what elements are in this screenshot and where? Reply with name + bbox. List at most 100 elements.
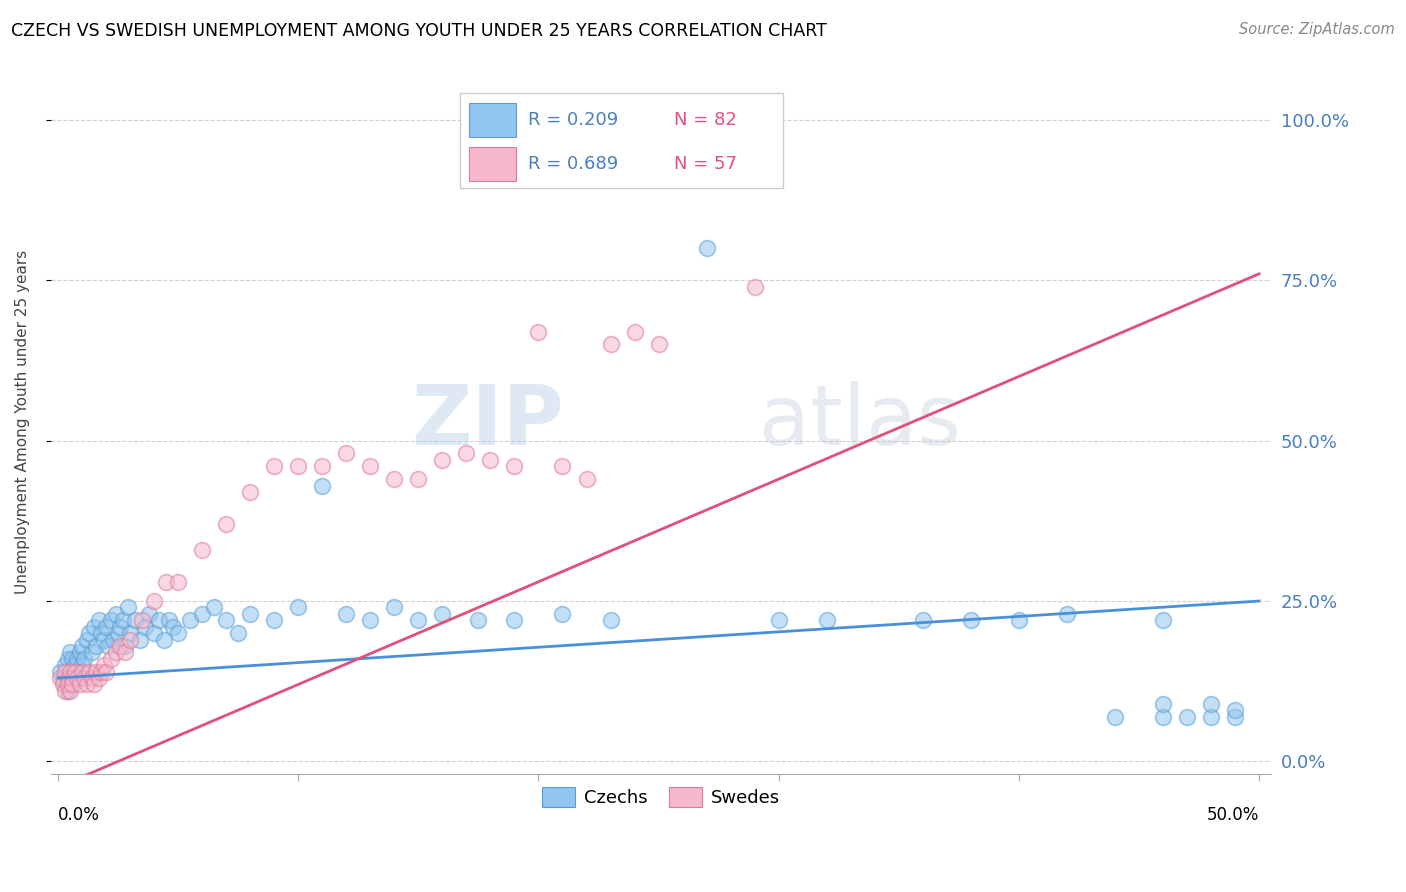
Point (191, 542, 214, 557)
Point (599, 337, 621, 351)
Point (696, 138, 718, 153)
Point (59, 671, 82, 685)
Point (62, 652, 84, 666)
Text: N = 82: N = 82 (675, 111, 737, 129)
Point (467, 613, 489, 627)
Point (134, 620, 156, 634)
Point (720, 126, 742, 140)
Point (53, 665, 76, 679)
Point (100, 613, 122, 627)
Point (263, 459, 285, 474)
Point (66, 671, 89, 685)
Point (87, 671, 110, 685)
Point (73, 652, 96, 666)
Point (107, 626, 129, 640)
Text: 50.0%: 50.0% (1206, 806, 1260, 824)
Point (911, 613, 934, 627)
Point (179, 613, 201, 627)
Point (110, 620, 132, 634)
Point (94, 620, 117, 634)
Point (76, 632, 98, 647)
Point (52, 671, 75, 685)
Point (287, 459, 309, 474)
Point (66, 652, 89, 666)
Point (94, 665, 117, 679)
Point (551, 459, 574, 474)
Y-axis label: Unemployment Among Youth under 25 years: Unemployment Among Youth under 25 years (15, 249, 30, 593)
Point (76, 677, 98, 691)
Point (56, 684, 79, 698)
Point (1008, 613, 1031, 627)
Point (49, 665, 72, 679)
FancyBboxPatch shape (470, 103, 516, 137)
Point (90, 626, 112, 640)
Point (191, 607, 214, 621)
Point (59, 665, 82, 679)
Legend: Czechs, Swedes: Czechs, Swedes (536, 780, 787, 814)
Point (83, 620, 105, 634)
Point (1152, 697, 1174, 711)
Point (66, 665, 89, 679)
Point (87, 613, 110, 627)
Point (575, 472, 598, 486)
Point (1152, 709, 1174, 723)
Point (202, 600, 225, 615)
Point (63, 671, 86, 685)
Point (110, 639, 132, 653)
Point (959, 613, 981, 627)
Point (1152, 613, 1174, 627)
Point (696, 241, 718, 255)
Text: R = 0.689: R = 0.689 (529, 155, 619, 173)
Point (226, 626, 249, 640)
Point (1056, 607, 1078, 621)
Point (143, 626, 166, 640)
Point (599, 613, 621, 627)
Point (90, 665, 112, 679)
Point (83, 677, 105, 691)
Point (671, 126, 693, 140)
Point (157, 613, 180, 627)
Point (456, 446, 478, 460)
Text: atlas: atlas (759, 381, 960, 462)
Point (239, 607, 262, 621)
Point (53, 684, 76, 698)
Point (103, 632, 125, 647)
Point (359, 613, 381, 627)
Point (111, 613, 134, 627)
Point (1175, 709, 1198, 723)
Point (479, 453, 502, 467)
Point (80, 671, 103, 685)
Point (1223, 709, 1246, 723)
Point (382, 472, 405, 486)
Point (62, 665, 84, 679)
Point (359, 459, 381, 474)
Point (63, 665, 86, 679)
Point (768, 613, 790, 627)
Point (86, 665, 108, 679)
Point (432, 607, 454, 621)
Point (408, 613, 430, 627)
Point (335, 446, 357, 460)
Text: 0.0%: 0.0% (58, 806, 100, 824)
Point (93, 632, 115, 647)
Point (1104, 709, 1126, 723)
Point (215, 613, 238, 627)
Point (143, 594, 166, 608)
Point (70, 665, 93, 679)
Point (100, 652, 122, 666)
Point (128, 632, 150, 647)
Point (56, 671, 79, 685)
Point (73, 671, 96, 685)
Text: Source: ZipAtlas.com: Source: ZipAtlas.com (1239, 22, 1395, 37)
Point (138, 607, 160, 621)
Point (62, 677, 84, 691)
Point (527, 325, 550, 339)
Point (1223, 703, 1246, 717)
Point (647, 337, 669, 351)
Text: R = 0.209: R = 0.209 (529, 111, 619, 129)
Point (62, 671, 84, 685)
Point (97, 639, 120, 653)
Point (124, 613, 146, 627)
Point (263, 613, 285, 627)
Point (104, 645, 127, 659)
